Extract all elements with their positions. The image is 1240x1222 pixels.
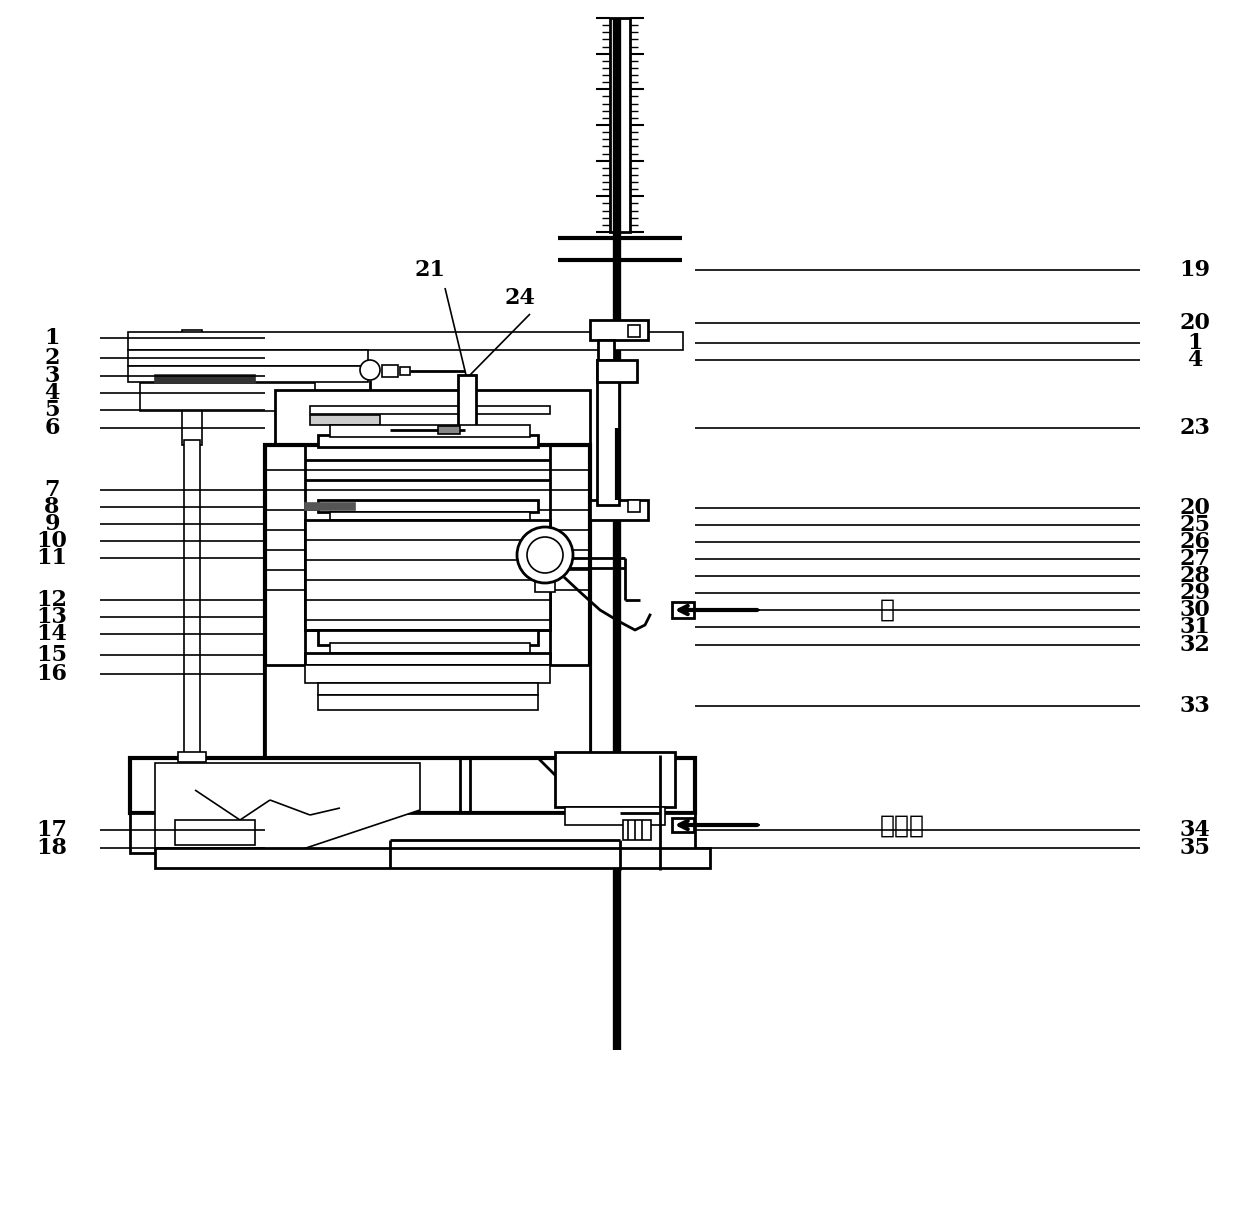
Bar [438,426,460,434]
Circle shape [360,360,379,380]
Bar [305,653,551,665]
Bar [401,367,410,375]
Text: 20: 20 [1179,497,1210,519]
Text: 28: 28 [1179,565,1210,587]
Bar [305,665,551,683]
Bar [305,503,355,510]
Text: 34: 34 [1179,819,1210,841]
Text: 5: 5 [45,400,60,422]
Circle shape [517,527,573,583]
Bar [130,813,694,853]
Bar [317,500,538,512]
Circle shape [527,536,563,573]
Text: 26: 26 [1179,532,1210,554]
Text: 9: 9 [45,513,60,535]
Text: 14: 14 [36,623,67,645]
Text: 27: 27 [1179,547,1210,569]
Text: 21: 21 [414,259,445,281]
Text: 12: 12 [36,589,67,611]
Text: 气压机: 气压机 [880,814,925,838]
Text: 35: 35 [1179,837,1210,859]
Bar [598,340,614,364]
Text: 20: 20 [1179,312,1210,334]
Text: 10: 10 [36,530,67,552]
Text: 8: 8 [45,496,60,518]
Bar [622,820,651,840]
Bar [556,752,675,807]
Text: 33: 33 [1179,695,1210,717]
Bar [627,500,640,512]
Text: 24: 24 [505,287,536,309]
Text: 19: 19 [1179,259,1210,281]
Bar [182,330,202,445]
Bar [672,818,694,832]
Text: 31: 31 [1179,616,1210,638]
Text: 11: 11 [36,547,67,569]
Bar [317,695,538,710]
Bar [155,375,255,382]
Bar [565,807,665,825]
Polygon shape [155,763,420,851]
Bar [128,367,368,382]
Bar [179,752,206,763]
Bar [155,848,711,868]
Bar [590,500,649,521]
Bar [610,18,630,232]
Text: 2: 2 [45,347,60,369]
Text: 32: 32 [1179,634,1210,656]
Text: 7: 7 [45,479,60,501]
Text: 1: 1 [1187,332,1203,354]
Text: 16: 16 [36,664,67,686]
Text: 15: 15 [36,644,67,666]
Bar [184,440,200,755]
Bar [265,665,590,765]
Bar [672,602,694,618]
Text: 23: 23 [1179,417,1210,439]
Text: 30: 30 [1179,599,1210,621]
Bar [275,390,590,445]
Text: 水: 水 [880,598,895,622]
Bar [317,683,538,695]
Bar [382,365,398,378]
Text: 25: 25 [1179,514,1210,536]
Bar [305,521,551,631]
Bar [627,325,640,337]
Text: 18: 18 [36,837,67,859]
Bar [330,512,529,521]
Bar [534,580,556,591]
Bar [310,415,379,425]
Bar [128,332,683,349]
Text: 13: 13 [36,606,67,628]
Bar [330,425,529,437]
Bar [175,820,255,844]
Bar [140,382,315,411]
Bar [458,375,476,475]
Text: 29: 29 [1179,582,1210,604]
Text: 4: 4 [1188,349,1203,371]
Bar [310,406,551,414]
Text: 4: 4 [45,382,60,404]
Bar [128,349,368,367]
Bar [317,631,538,645]
Bar [596,360,637,382]
Bar [330,643,529,653]
Text: 17: 17 [36,819,67,841]
Bar [265,445,590,760]
Bar [463,472,472,492]
Text: 1: 1 [45,327,60,349]
Bar [590,320,649,340]
Bar [317,435,538,447]
Bar [596,360,619,505]
Bar [130,758,694,813]
Text: 3: 3 [45,365,60,387]
Text: 6: 6 [45,417,60,439]
